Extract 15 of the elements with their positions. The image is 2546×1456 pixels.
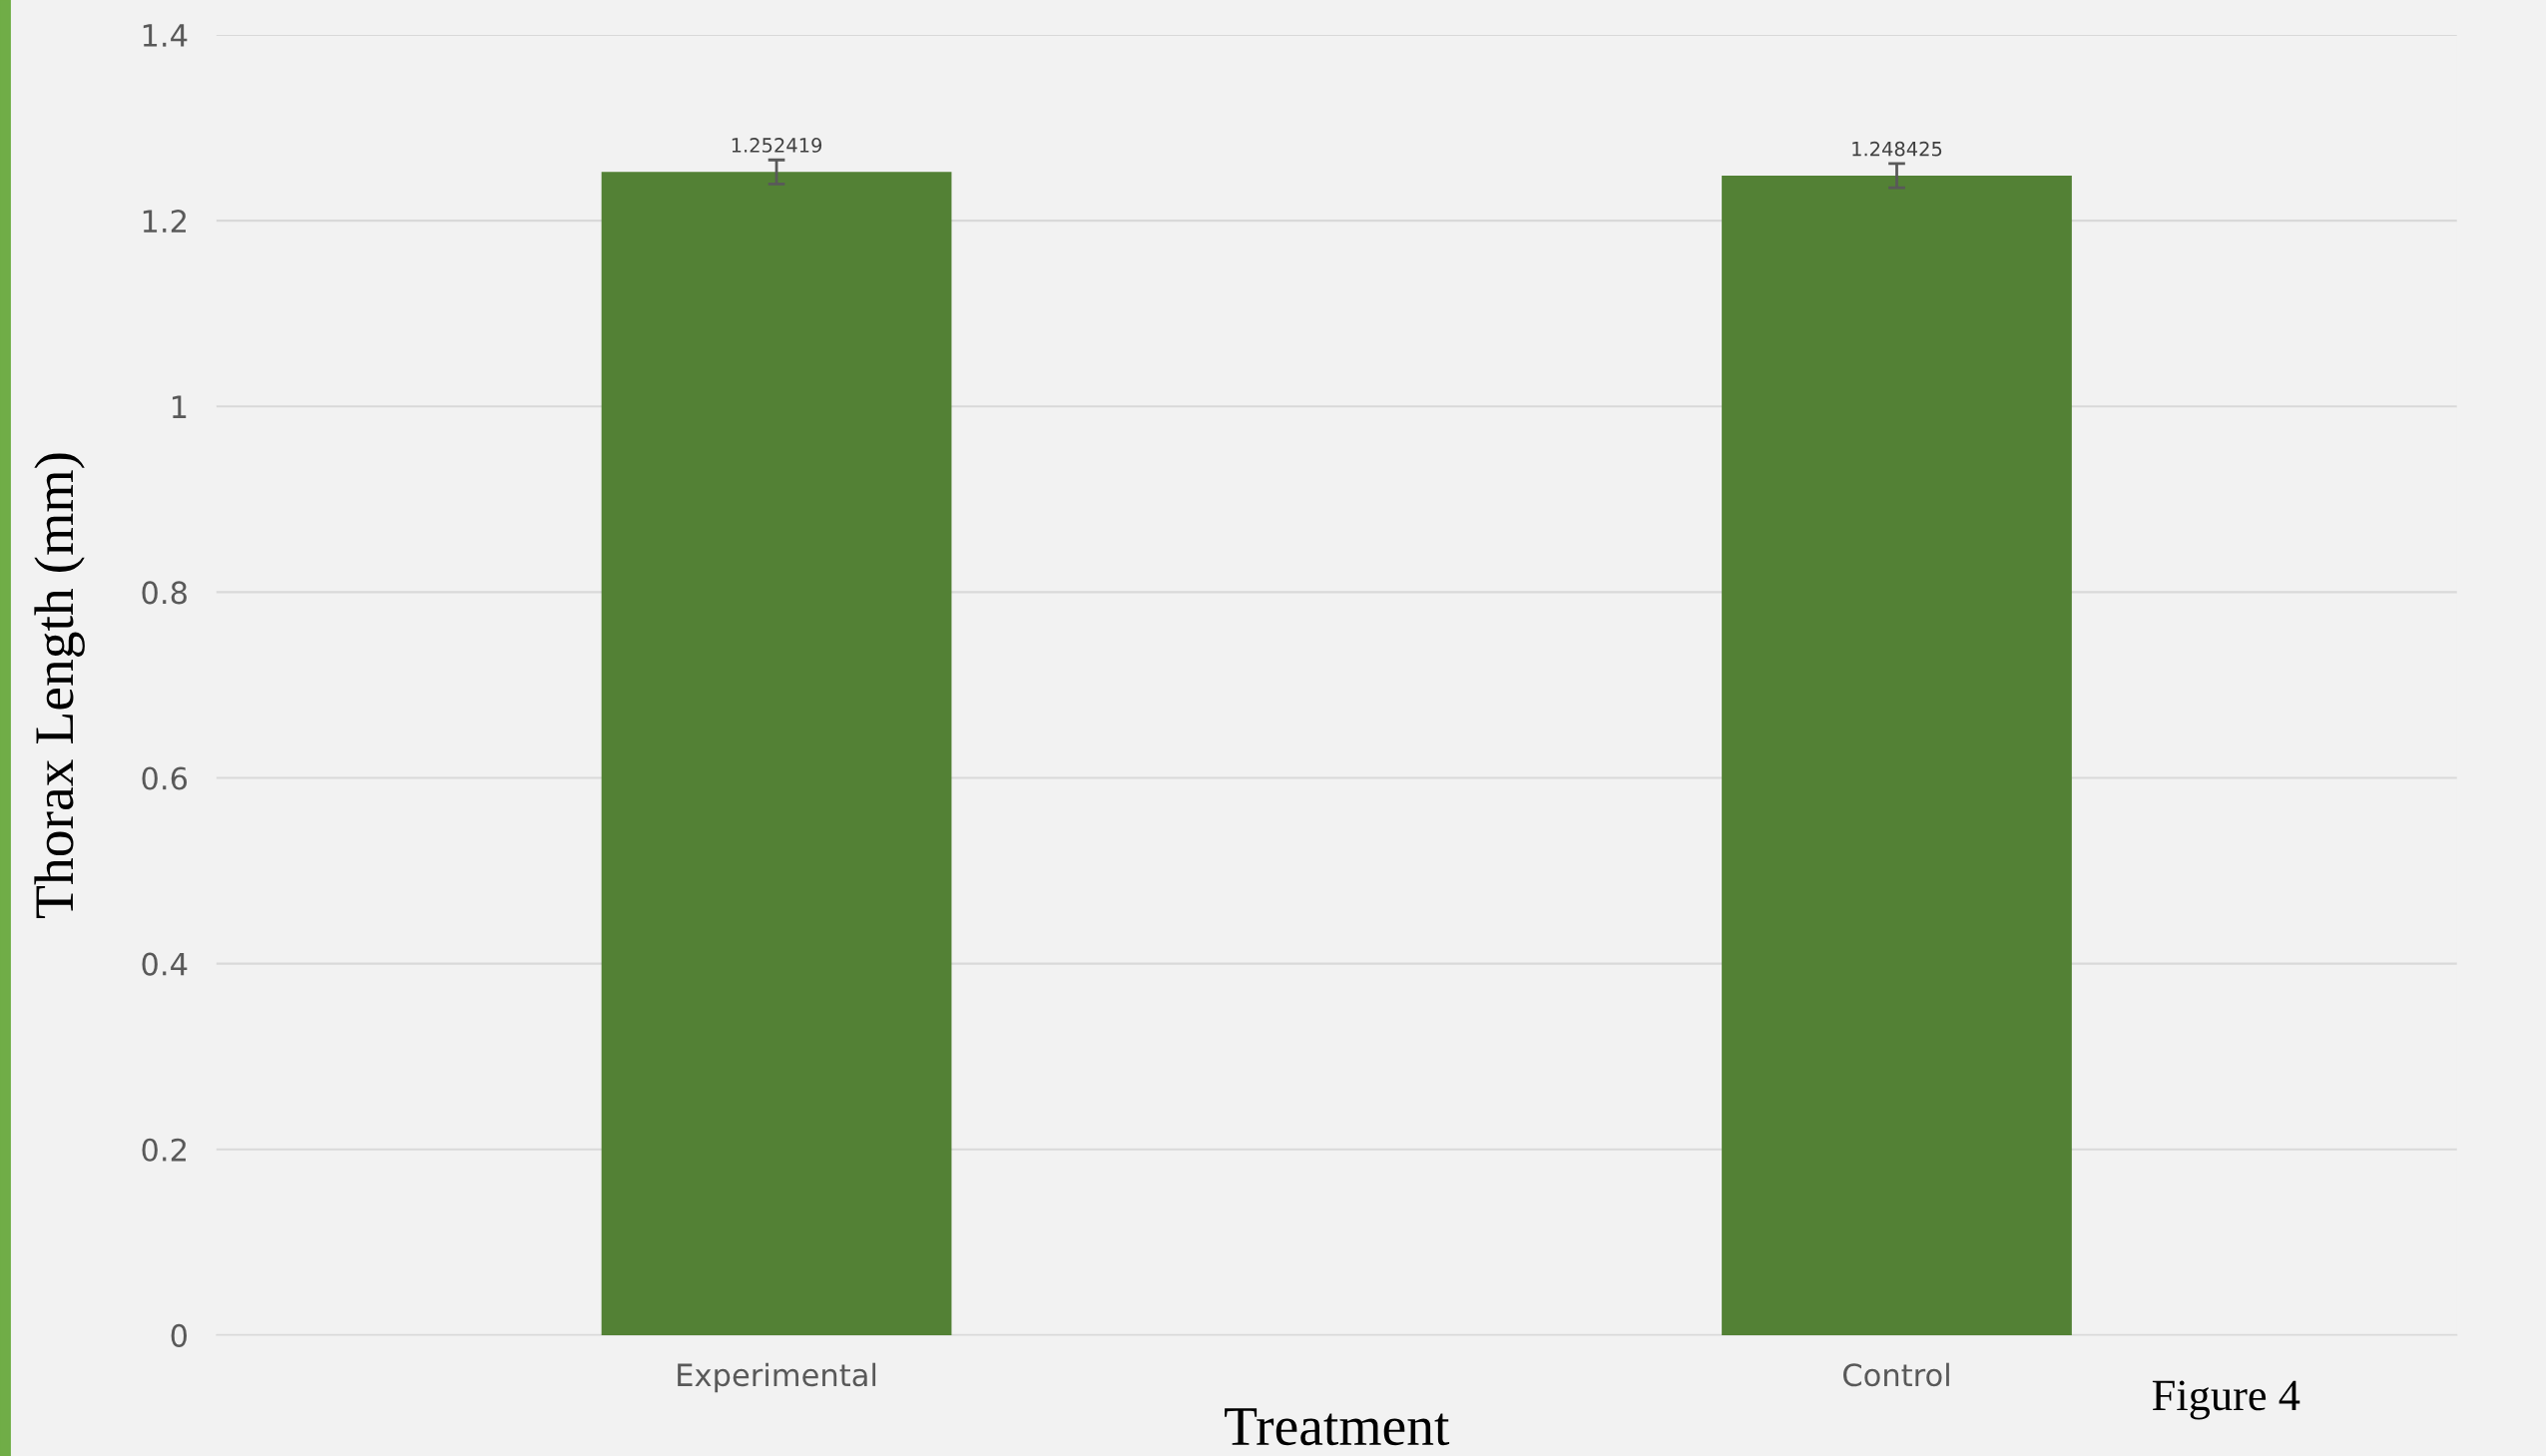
y-tick-label: 1.4: [143, 24, 188, 47]
y-tick-label: 0: [171, 1323, 188, 1347]
y-tick-label: 0.2: [142, 1138, 186, 1162]
y-axis-title: Thorax Length (mm): [34, 453, 85, 918]
data-label: 1.252419: [732, 138, 822, 153]
data-label: 1.248425: [1852, 141, 1942, 157]
x-axis-title: Treatment: [1225, 1408, 1450, 1446]
y-tick-label: 0.4: [142, 952, 188, 976]
y-tick-label: 0.6: [142, 766, 188, 790]
y-tick-label: 1.2: [143, 210, 186, 233]
y-tick-label: 0.8: [142, 581, 187, 605]
y-tick-label: 1: [172, 395, 187, 418]
x-tick-label: Experimental: [678, 1362, 876, 1393]
caption: Figure 4: [2152, 1380, 2300, 1420]
x-tick-label: Control: [1842, 1362, 1949, 1387]
